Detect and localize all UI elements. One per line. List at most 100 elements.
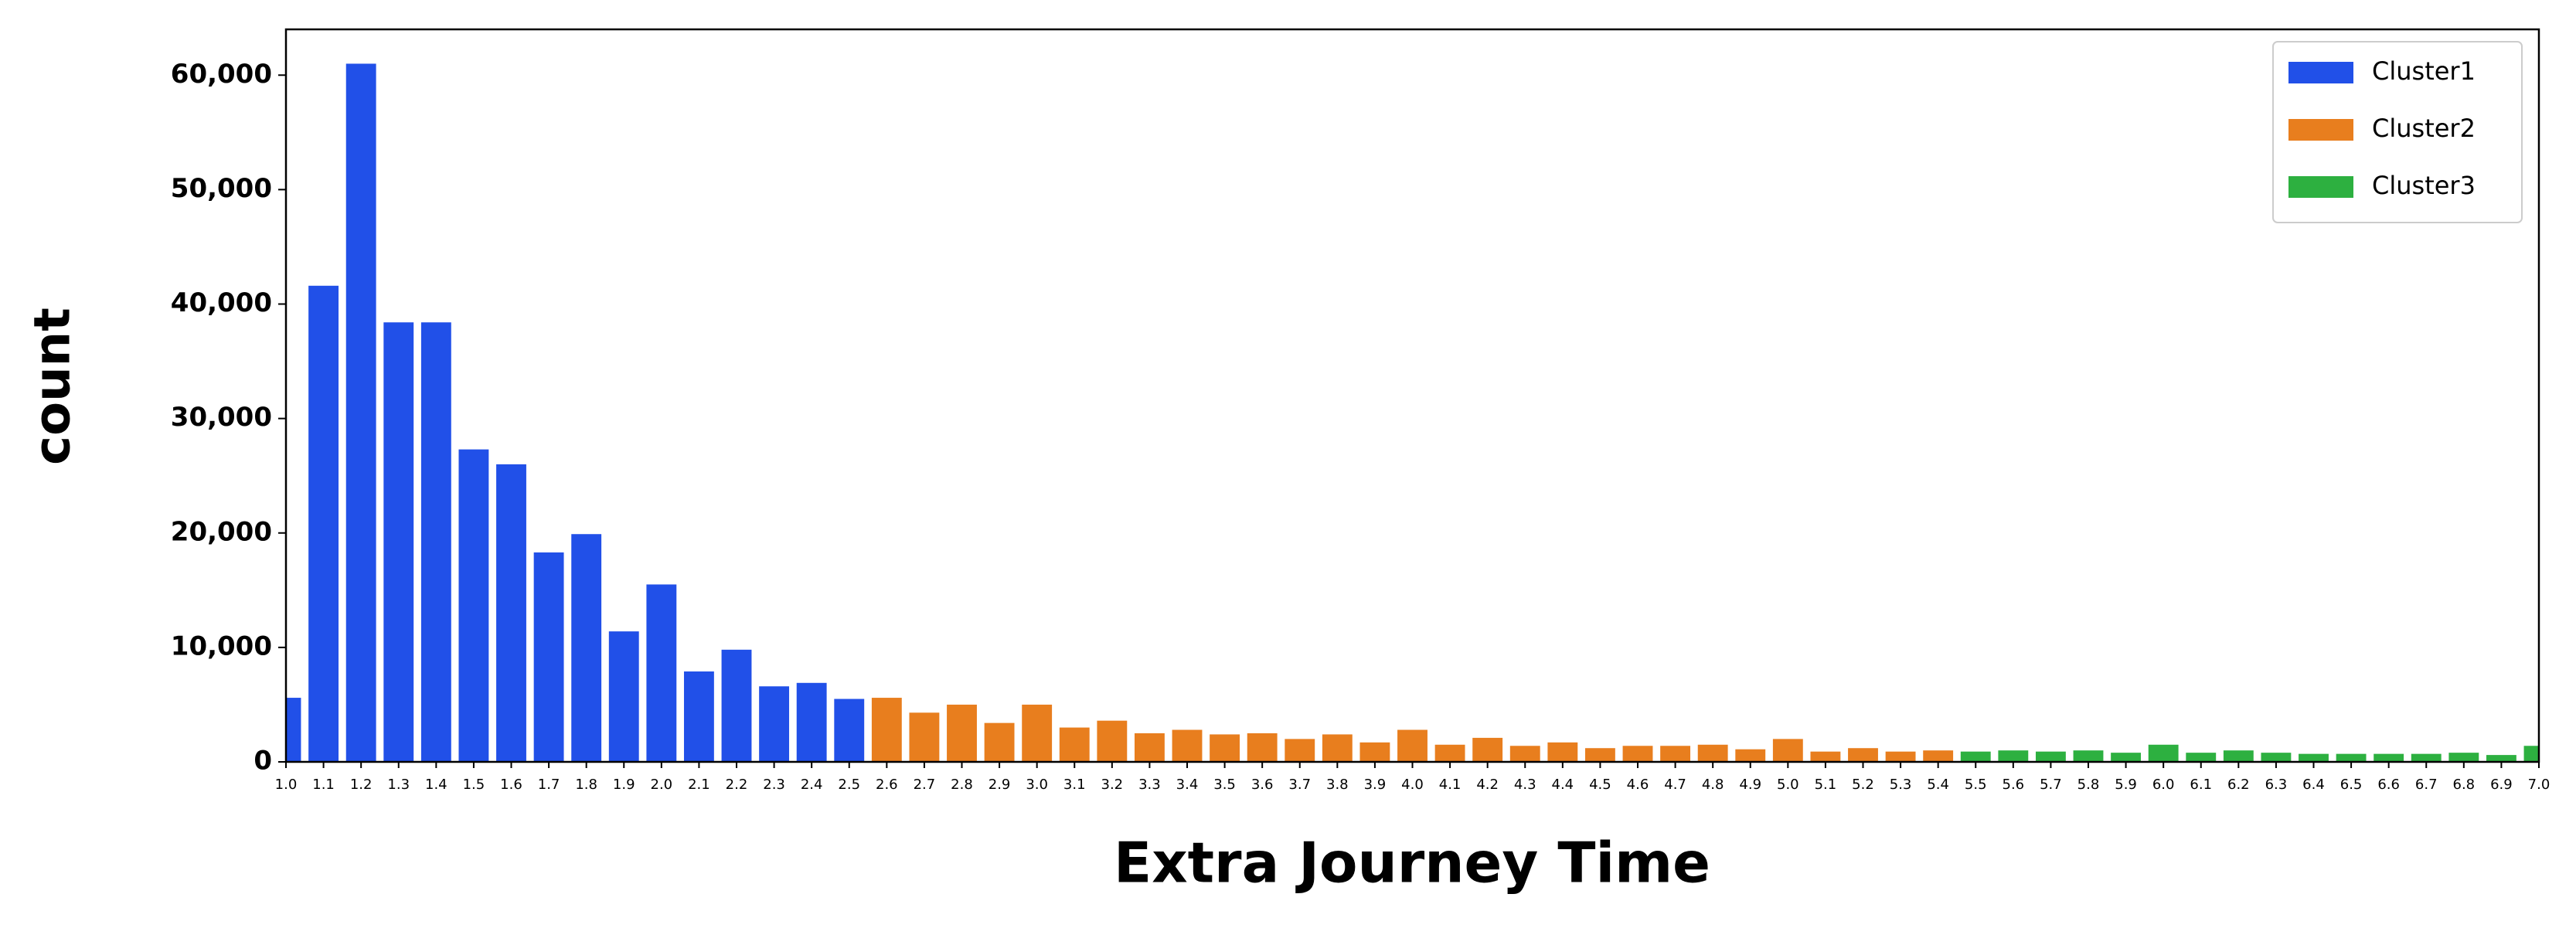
x-tick-label: 1.0 [275, 777, 298, 793]
bar [2411, 753, 2442, 762]
bar [1960, 751, 1991, 762]
x-tick-label: 2.9 [989, 777, 1011, 793]
bar [1660, 746, 1691, 762]
x-tick-label: 4.6 [1627, 777, 1649, 793]
x-axis-title: Extra Journey Time [1114, 831, 1710, 896]
bar [1022, 704, 1053, 762]
x-tick-label: 5.2 [1852, 777, 1874, 793]
bar [608, 631, 639, 762]
x-tick-label: 5.1 [1815, 777, 1837, 793]
bar [871, 698, 902, 762]
bar [1134, 733, 1165, 762]
bar [308, 285, 339, 762]
bar [2486, 755, 2516, 762]
bar [759, 686, 790, 762]
x-tick-label: 5.7 [2040, 777, 2062, 793]
bars [286, 63, 2539, 762]
bar [2111, 753, 2142, 762]
x-tick-label: 2.5 [838, 777, 860, 793]
bar [1247, 733, 1278, 762]
x-tick-label: 6.0 [2152, 777, 2175, 793]
bar [1097, 720, 1128, 762]
bar [1359, 742, 1390, 762]
y-tick-label: 40,000 [171, 287, 272, 318]
x-tick-label: 1.1 [312, 777, 335, 793]
legend-label: Cluster3 [2372, 171, 2476, 200]
bar [2148, 744, 2179, 762]
bar [683, 671, 714, 762]
bar [1697, 744, 1728, 762]
bar [2186, 753, 2217, 762]
legend-swatch [2288, 119, 2353, 141]
bar [1885, 751, 1916, 762]
x-tick-label: 6.9 [2490, 777, 2513, 793]
y-tick-label: 0 [254, 746, 272, 777]
bar [2261, 753, 2292, 762]
bar [1472, 737, 1503, 762]
x-tick-label: 1.5 [463, 777, 485, 793]
bar [533, 552, 564, 762]
x-tick-label: 2.8 [951, 777, 973, 793]
x-tick-label: 2.4 [801, 777, 823, 793]
x-tick-label: 2.6 [876, 777, 898, 793]
bar [984, 722, 1015, 762]
x-tick-label: 4.2 [1476, 777, 1499, 793]
bar [1322, 734, 1353, 762]
x-tick-label: 5.3 [1890, 777, 1912, 793]
bar [286, 698, 301, 762]
x-tick-label: 4.0 [1401, 777, 1424, 793]
bar [1434, 744, 1465, 762]
x-tick-label: 3.2 [1101, 777, 1124, 793]
bar [2223, 750, 2254, 762]
x-tick-label: 2.1 [688, 777, 710, 793]
bar [2073, 750, 2104, 762]
bar [1848, 748, 1878, 762]
x-tick-label: 1.7 [538, 777, 560, 793]
y-tick-label: 50,000 [171, 173, 272, 204]
bar [2448, 753, 2479, 762]
y-axis-title: count [25, 308, 82, 465]
x-tick-label: 1.2 [350, 777, 373, 793]
bar [1584, 748, 1615, 762]
x-tick-label: 4.3 [1514, 777, 1536, 793]
x-tick-label: 3.8 [1326, 777, 1349, 793]
bar [1547, 742, 1578, 762]
x-tick-label: 2.3 [763, 777, 785, 793]
bar [1172, 729, 1203, 762]
bar [1509, 746, 1540, 762]
x-tick-label: 6.7 [2415, 777, 2438, 793]
x-tick-label: 1.3 [387, 777, 410, 793]
bar [1285, 739, 1315, 762]
bar [1210, 734, 1240, 762]
x-tick-label: 2.7 [914, 777, 936, 793]
x-tick-label: 6.5 [2340, 777, 2363, 793]
x-tick-label: 1.6 [500, 777, 522, 793]
bar [947, 704, 977, 762]
x-tick-label: 5.8 [2077, 777, 2100, 793]
x-tick-label: 3.1 [1063, 777, 1086, 793]
x-tick-label: 7.0 [2528, 777, 2550, 793]
legend-label: Cluster2 [2372, 114, 2476, 143]
y-tick-label: 20,000 [171, 516, 272, 547]
x-tick-label: 4.1 [1439, 777, 1462, 793]
bar [646, 584, 677, 762]
x-tick-label: 3.4 [1176, 777, 1199, 793]
x-tick-label: 1.9 [613, 777, 635, 793]
legend-swatch [2288, 176, 2353, 198]
y-tick-label: 60,000 [171, 59, 272, 90]
bar [1397, 729, 1428, 762]
x-tick-label: 6.4 [2302, 777, 2325, 793]
x-tick-label: 4.5 [1589, 777, 1611, 793]
x-tick-label: 3.9 [1364, 777, 1387, 793]
x-tick-label: 1.8 [575, 777, 597, 793]
x-tick-label: 2.0 [651, 777, 673, 793]
bar [1059, 727, 1090, 762]
bar [909, 712, 940, 762]
bar [345, 63, 376, 762]
x-tick-label: 4.9 [1739, 777, 1761, 793]
x-tick-label: 3.6 [1251, 777, 1274, 793]
bar [420, 322, 451, 762]
bar [2336, 753, 2367, 762]
x-tick-label: 6.2 [2227, 777, 2250, 793]
